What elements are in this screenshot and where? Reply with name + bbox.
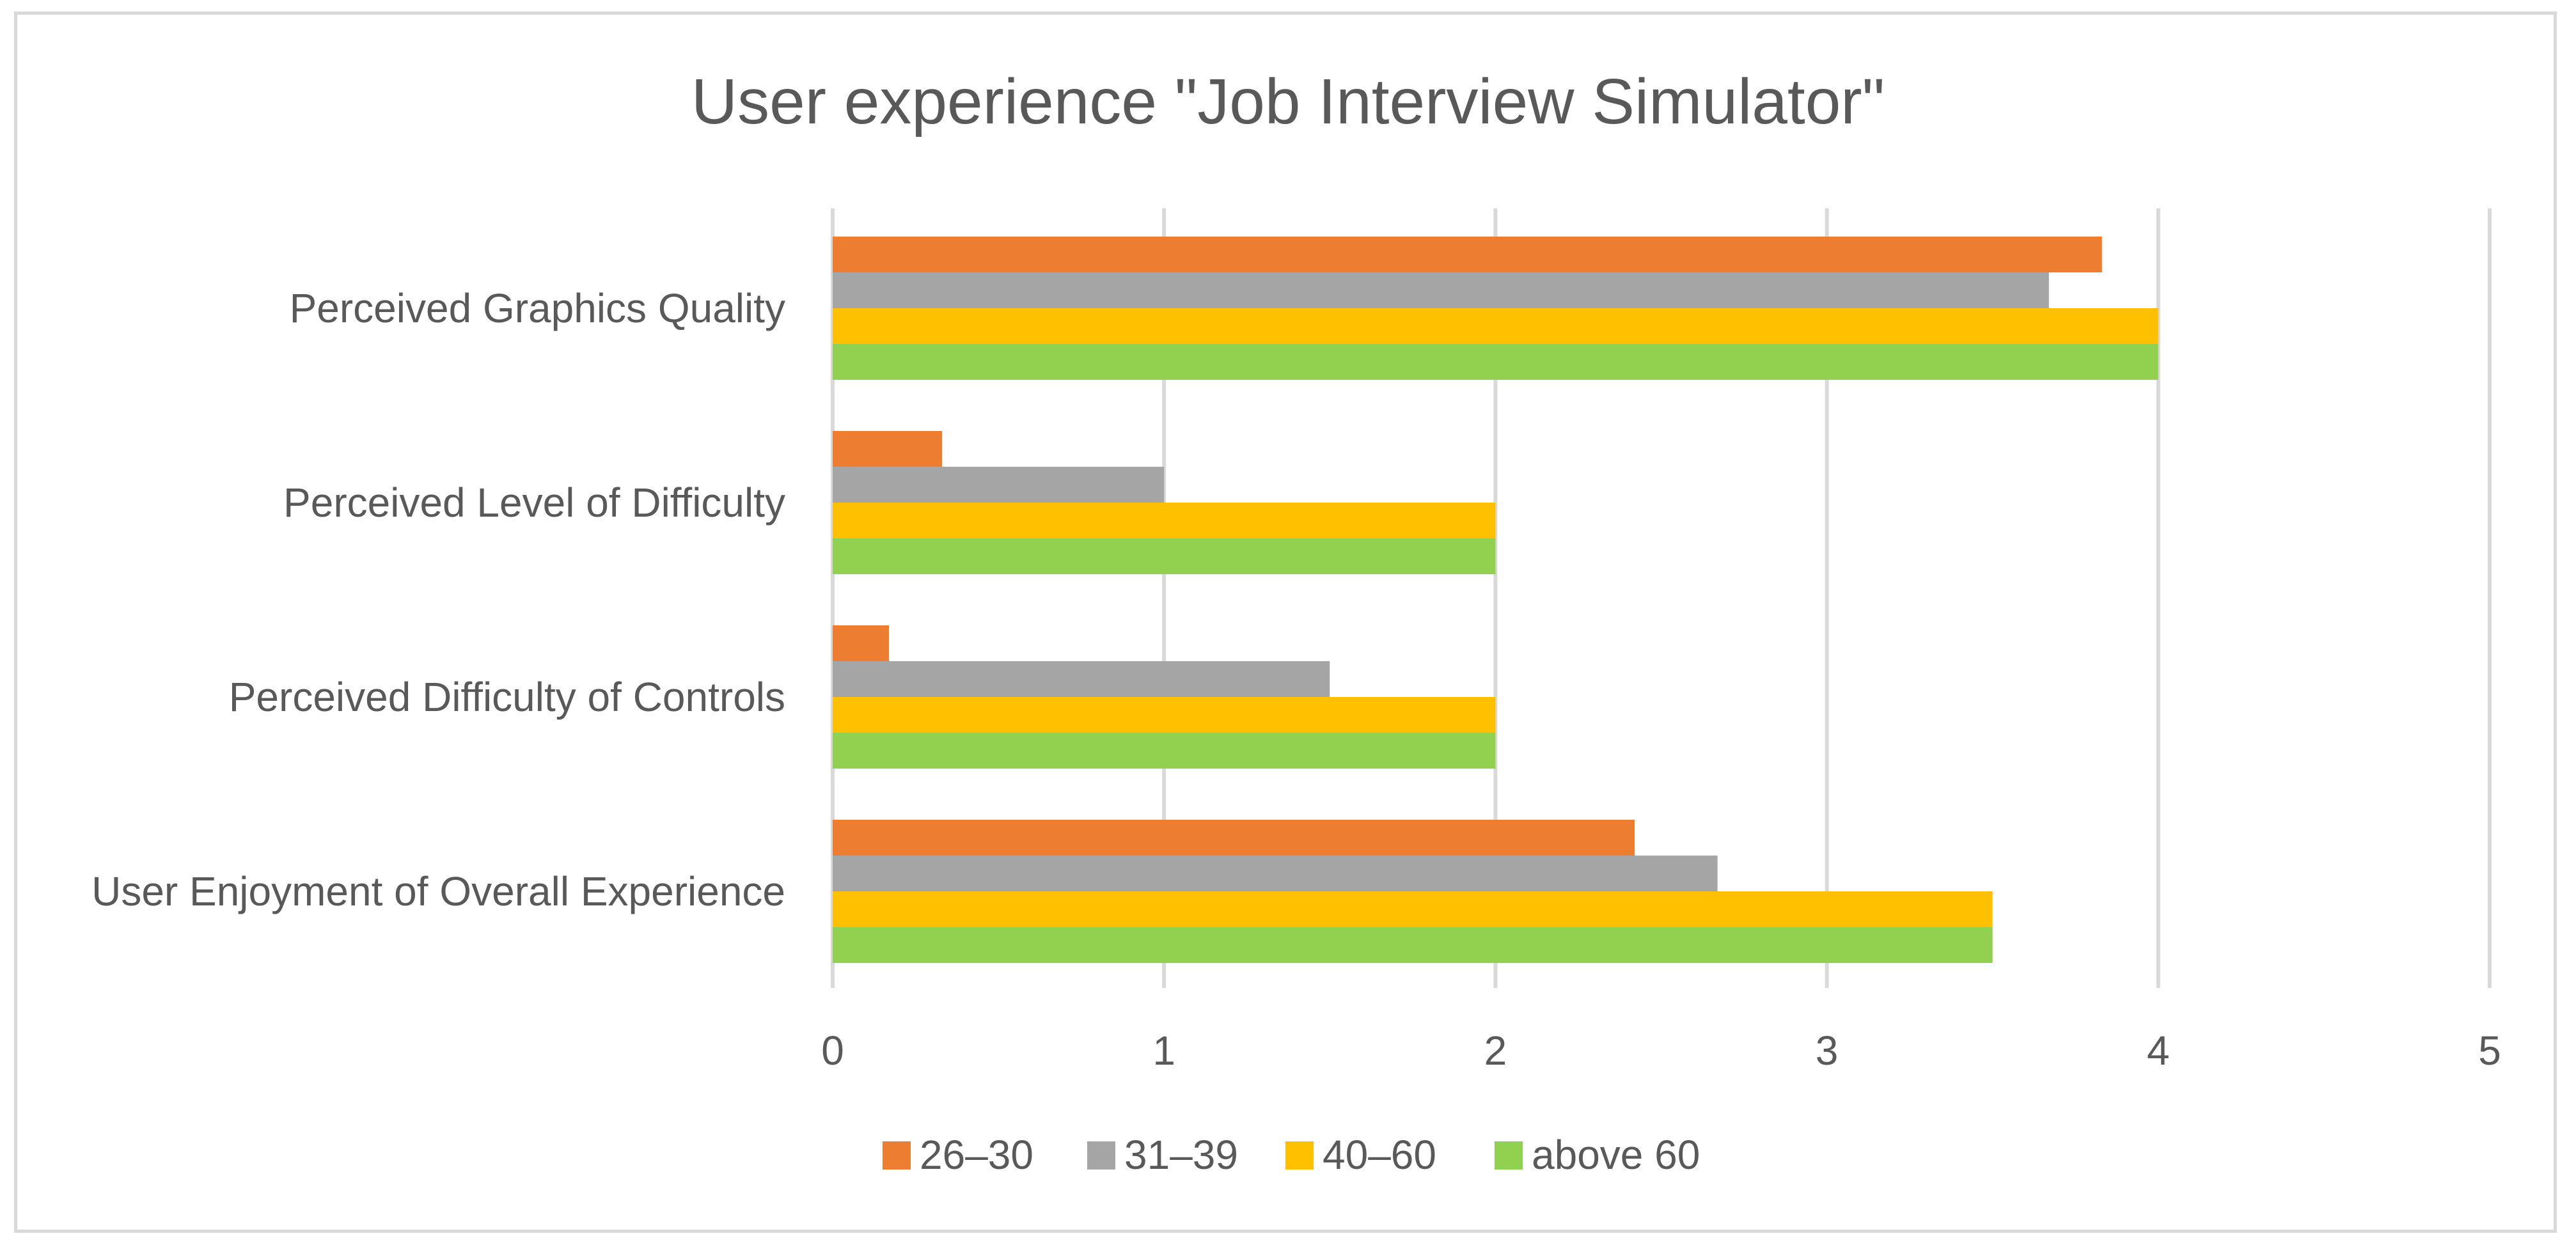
bar-2-1 xyxy=(833,431,943,467)
legend-swatch-4 xyxy=(1495,1141,1523,1170)
bar-4-2 xyxy=(833,856,1718,891)
x-tick-label-5: 5 xyxy=(2478,1028,2501,1074)
bar-2-4 xyxy=(833,538,1496,574)
category-label-4: User Enjoyment of Overall Experience xyxy=(91,868,785,914)
x-tick-label-3: 3 xyxy=(1816,1028,1839,1074)
category-label-1: Perceived Graphics Quality xyxy=(290,285,785,331)
bar-3-2 xyxy=(833,661,1330,697)
chart-title: User experience "Job Interview Simulator… xyxy=(691,66,1885,137)
legend-label-2: 31–39 xyxy=(1124,1132,1238,1178)
bar-4-4 xyxy=(833,927,1993,963)
x-tick-label-2: 2 xyxy=(1484,1028,1507,1074)
legend-label-3: 40–60 xyxy=(1323,1132,1436,1178)
x-tick-label-1: 1 xyxy=(1152,1028,1175,1074)
bar-4-1 xyxy=(833,820,1635,856)
legend: 26–30 31–39 40–60 above 60 xyxy=(883,1132,1700,1178)
bar-1-1 xyxy=(833,237,2102,272)
bar-1-2 xyxy=(833,272,2049,308)
legend-label-4: above 60 xyxy=(1532,1132,1700,1178)
bar-1-3 xyxy=(833,308,2158,344)
x-tick-label-0: 0 xyxy=(821,1028,844,1074)
bar-3-4 xyxy=(833,733,1496,769)
bar-3-1 xyxy=(833,625,890,661)
legend-swatch-2 xyxy=(1087,1141,1115,1170)
legend-swatch-3 xyxy=(1285,1141,1314,1170)
bar-3-3 xyxy=(833,697,1496,733)
bar-2-3 xyxy=(833,503,1496,538)
bar-4-3 xyxy=(833,891,1993,927)
bars xyxy=(833,237,2158,963)
legend-label-1: 26–30 xyxy=(920,1132,1033,1178)
category-label-3: Perceived Difficulty of Controls xyxy=(229,674,785,720)
bar-1-4 xyxy=(833,344,2158,380)
x-axis-ticks: 0 1 2 3 4 5 xyxy=(821,1028,2501,1074)
chart-frame xyxy=(14,12,2557,1233)
bar-2-2 xyxy=(833,467,1165,503)
category-labels: Perceived Graphics Quality Perceived Leve… xyxy=(91,285,785,914)
legend-swatch-1 xyxy=(883,1141,911,1170)
x-tick-label-4: 4 xyxy=(2147,1028,2170,1074)
category-label-2: Perceived Level of Difficulty xyxy=(283,480,785,526)
